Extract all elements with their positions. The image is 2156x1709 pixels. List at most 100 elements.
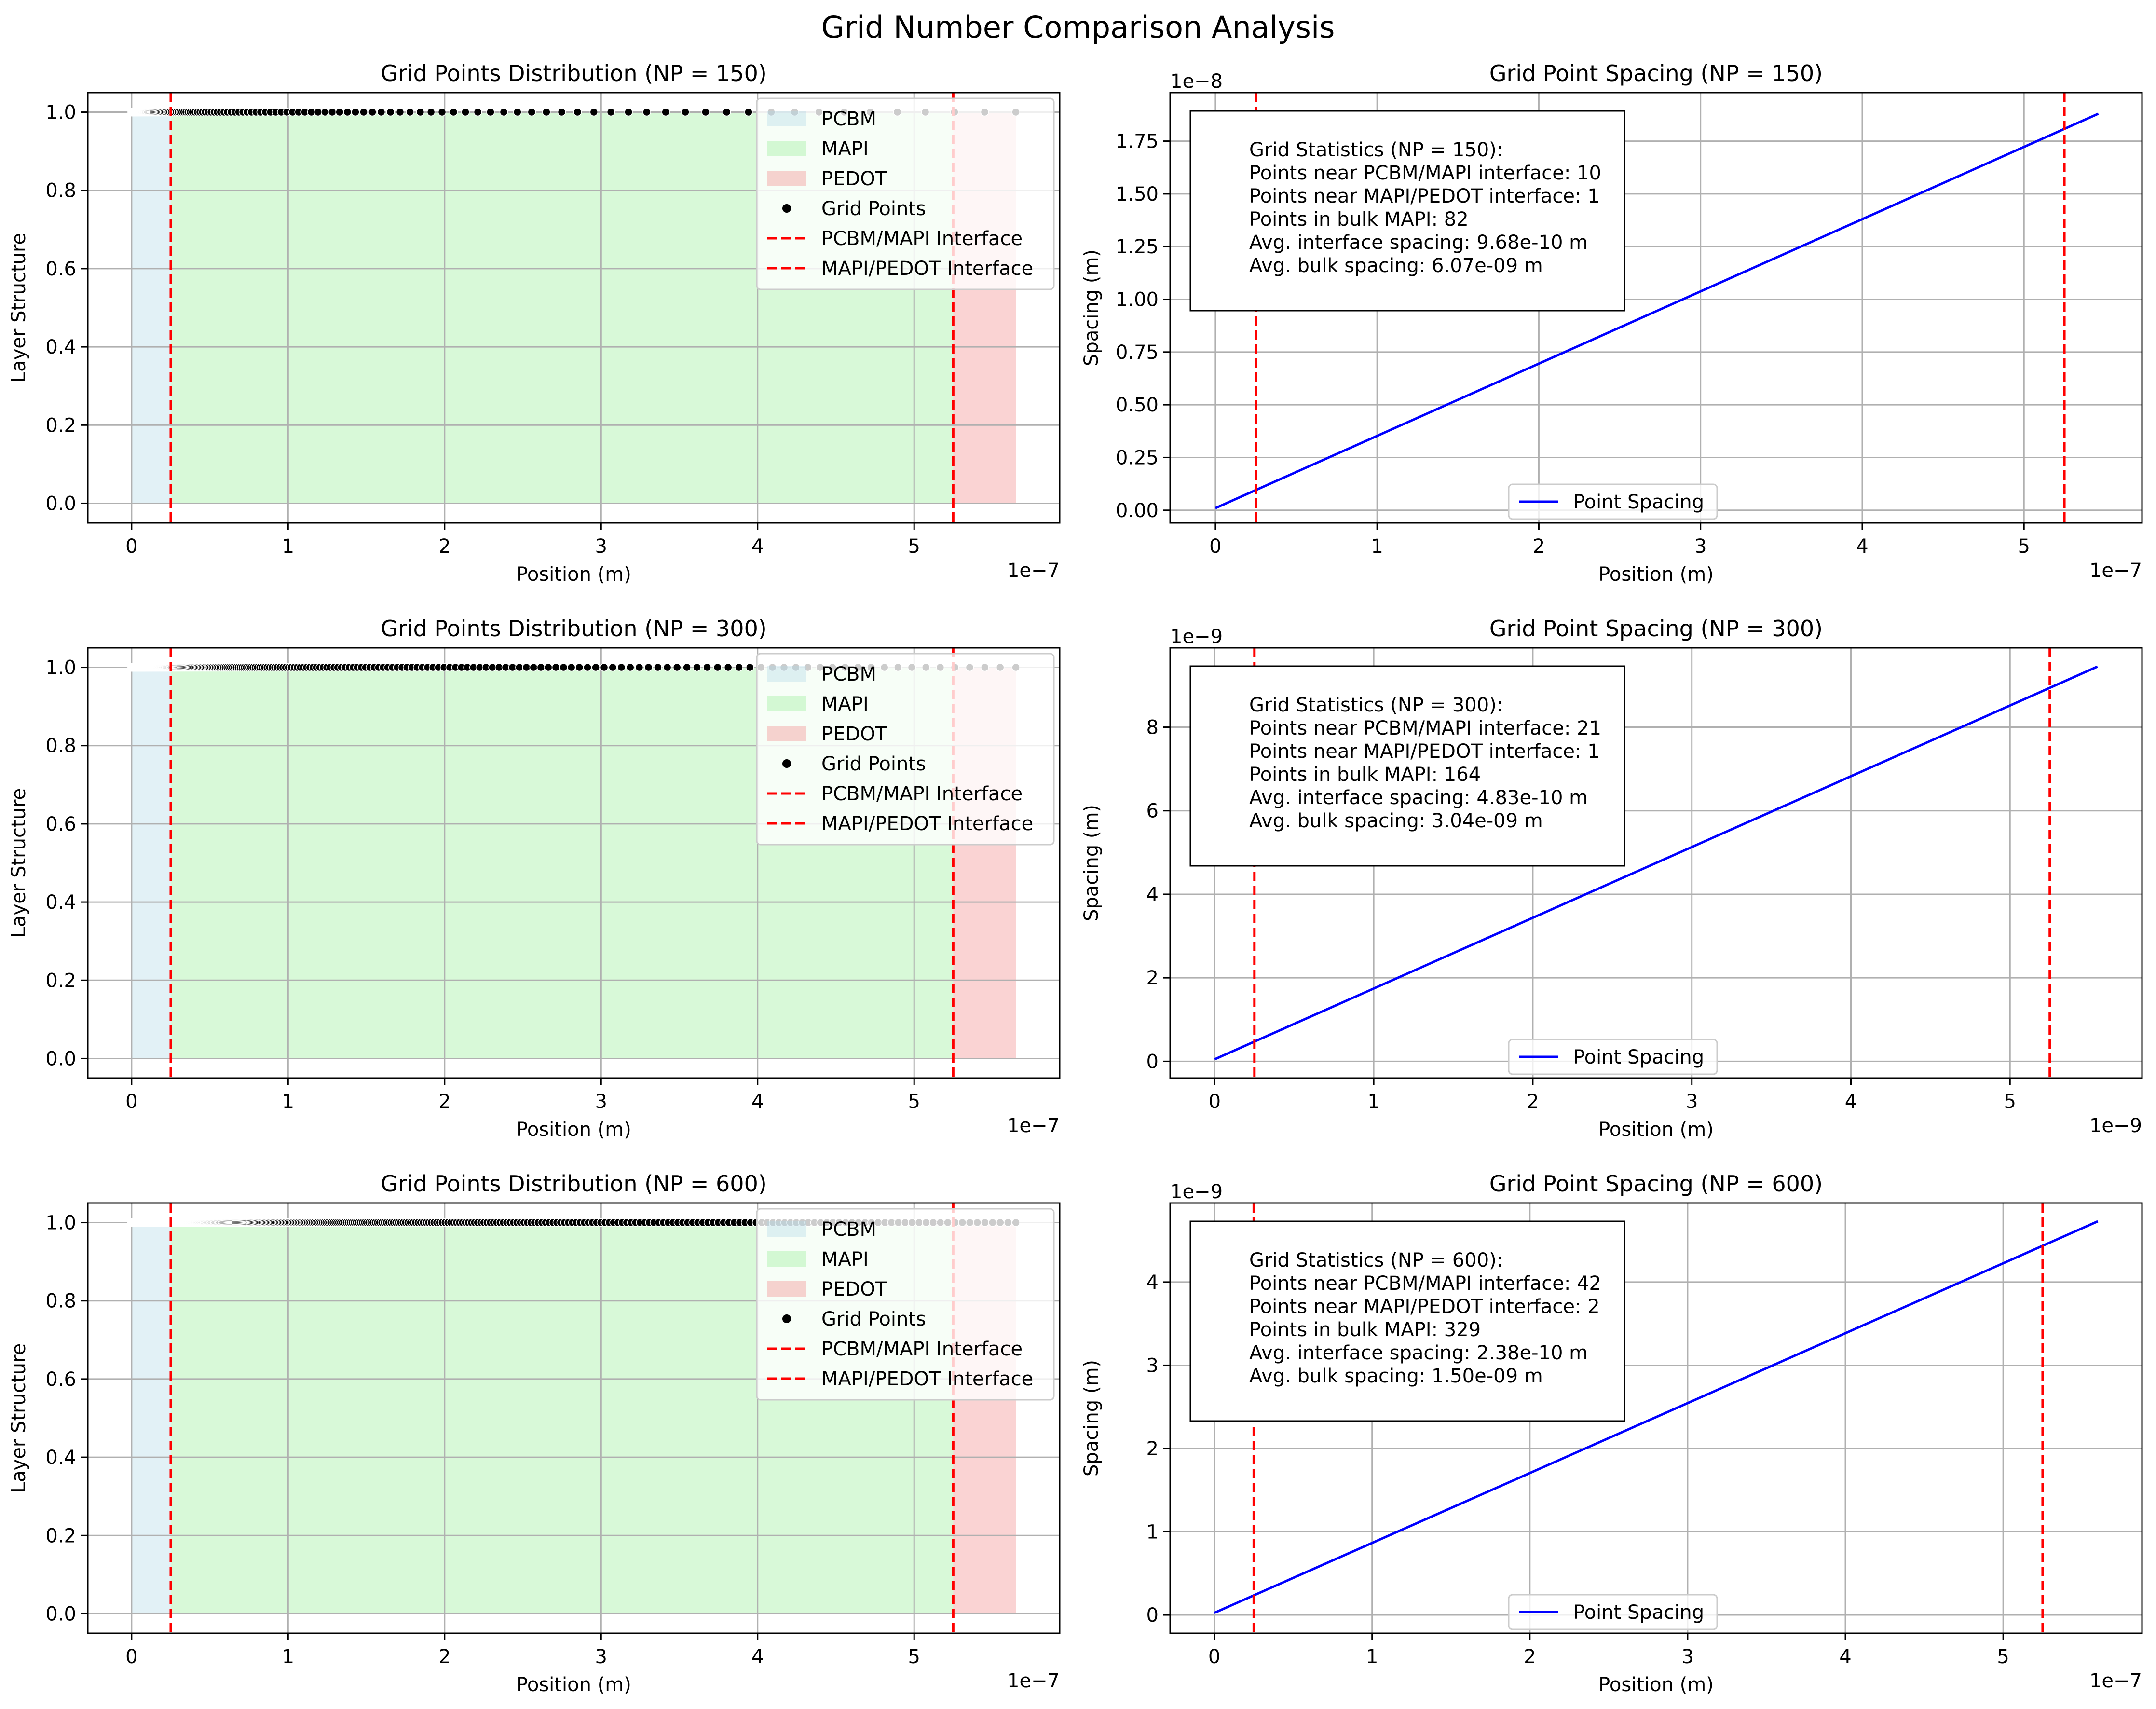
grid-point (722, 108, 731, 117)
x-tick-label: 0 (1209, 1091, 1221, 1113)
grid-point (583, 663, 592, 672)
y-tick-label: 0.0 (45, 492, 76, 515)
axes-frame (87, 647, 1061, 1079)
legend-key-patch (767, 1281, 806, 1297)
stats-line: Points near PCBM/MAPI interface: 42 (1249, 1272, 1601, 1295)
y-tick-label: 0.4 (45, 336, 76, 358)
grid-point (617, 663, 626, 672)
stats-box-frame (1189, 110, 1625, 312)
x-offset-label: 1e−7 (1007, 1670, 1060, 1692)
legend-label: Grid Points (821, 198, 926, 220)
legend-label: MAPI/PEDOT Interface (821, 258, 1033, 280)
grid-point (449, 108, 458, 117)
x-offset-label: 1e−7 (1007, 1115, 1060, 1137)
grid-point (701, 108, 710, 117)
grid-point (591, 663, 600, 672)
panel-title: Grid Point Spacing (NP = 600) (1489, 1171, 1823, 1197)
grid-point (575, 663, 584, 672)
legend-label: MAPI/PEDOT Interface (821, 813, 1033, 835)
legend: PCBM MAPI PEDOT Grid Points PCBM/MAPI Interf… (756, 97, 1055, 290)
legend-label: Grid Points (821, 1308, 926, 1330)
x-tick-label: 4 (751, 535, 764, 558)
x-tick-label: 2 (438, 1091, 450, 1113)
grid-point (314, 108, 323, 117)
grid-point (682, 663, 691, 672)
panel-3: 0 1 2 3 4 5 0.0 0.2 0.4 0.6 0.8 1.0 Grid Points Dist… (8, 615, 1061, 1141)
grid-point (499, 108, 508, 117)
legend-key-patch (767, 111, 806, 126)
grid-point (606, 108, 615, 117)
y-tick-label: 0.8 (45, 1290, 76, 1313)
series-line-point-spacing (1214, 1220, 2099, 1614)
stats-line: Points in bulk MAPI: 329 (1249, 1319, 1481, 1341)
panel-title: Grid Points Distribution (NP = 600) (381, 1171, 767, 1197)
grid-point (663, 663, 672, 672)
x-tick-label: 5 (908, 535, 920, 558)
grid-point (486, 108, 495, 117)
panel-5: 0 1 2 3 4 5 0.0 0.2 0.4 0.6 0.8 1.0 Grid Points Dist… (8, 1171, 1061, 1696)
x-tick-label: 2 (438, 535, 450, 558)
legend-key-patch (767, 1251, 806, 1267)
stats-box: Grid Statistics (NP = 600):Points near P… (1189, 1220, 1625, 1422)
grid-point (527, 108, 536, 117)
axes-frame (1169, 647, 2143, 1079)
grid-point (321, 108, 329, 117)
y-tick-label: 2 (1146, 967, 1159, 989)
stats-box: Grid Statistics (NP = 150):Points near P… (1189, 110, 1625, 312)
x-tick-label: 1 (282, 1646, 294, 1668)
y-tick-label: 1 (1146, 1521, 1159, 1544)
stats-line: Avg. interface spacing: 2.38e-10 m (1249, 1342, 1588, 1364)
x-tick-label: 2 (1527, 1091, 1539, 1113)
grid-point (735, 663, 743, 672)
legend-label: Grid Points (821, 753, 926, 775)
grid-point (386, 108, 395, 117)
x-tick-label: 5 (908, 1091, 920, 1113)
x-offset-label: 1e−7 (2089, 1670, 2142, 1692)
figure-title: Grid Number Comparison Analysis (821, 10, 1335, 45)
grid-point (515, 663, 524, 672)
legend-key-patch (767, 726, 806, 741)
x-tick-label: 4 (751, 1646, 764, 1668)
x-tick-label: 3 (1681, 1646, 1693, 1668)
panel-title: Grid Point Spacing (NP = 150) (1489, 60, 1823, 86)
legend-label: PCBM/MAPI Interface (821, 1338, 1023, 1360)
y-tick-label: 0.2 (45, 414, 76, 437)
grid-point (744, 108, 753, 117)
x-tick-label: 3 (595, 535, 607, 558)
y-tick-label: 0.00 (1116, 500, 1159, 522)
y-tick-label: 0.4 (45, 1447, 76, 1469)
grid-point (335, 108, 344, 117)
legend-label: PCBM (821, 663, 876, 685)
axes-frame (87, 1202, 1061, 1634)
y-tick-label: 4 (1146, 884, 1159, 906)
grid-point (626, 663, 635, 672)
y-axis-label: Layer Structure (8, 788, 30, 938)
stats-line: Points in bulk MAPI: 82 (1249, 208, 1469, 231)
stats-line: Points near PCBM/MAPI interface: 21 (1249, 717, 1601, 739)
legend-label: MAPI/PEDOT Interface (821, 1368, 1033, 1390)
grid-point (624, 108, 633, 117)
panel-title: Grid Points Distribution (NP = 300) (381, 615, 767, 642)
y-tick-label: 1.75 (1116, 131, 1159, 153)
x-tick-label: 1 (1366, 1646, 1378, 1668)
x-axis-label: Position (m) (1598, 1119, 1714, 1141)
legend: Point Spacing (1508, 1039, 1718, 1075)
y-offset-label: 1e−9 (1170, 1181, 1223, 1203)
grid-point (661, 108, 670, 117)
grid-point (473, 108, 482, 117)
grid-point (461, 108, 470, 117)
legend-label: PEDOT (821, 723, 887, 745)
legend-label: Point Spacing (1573, 1601, 1704, 1624)
y-tick-label: 1.0 (45, 1212, 76, 1234)
legend-key-marker (782, 204, 791, 213)
x-tick-label: 4 (1845, 1091, 1857, 1113)
grid-point (557, 108, 566, 117)
x-tick-label: 4 (1856, 535, 1868, 558)
y-tick-label: 6 (1146, 800, 1159, 822)
legend-label: PEDOT (821, 168, 887, 190)
x-tick-label: 1 (282, 535, 294, 558)
x-tick-label: 0 (1209, 535, 1221, 558)
grid-point (713, 663, 722, 672)
stats-line: Points near MAPI/PEDOT interface: 1 (1249, 740, 1600, 763)
